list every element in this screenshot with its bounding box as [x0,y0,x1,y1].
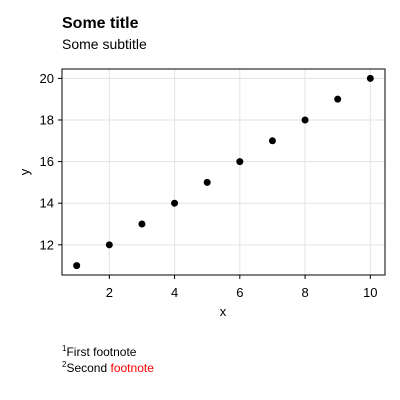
x-tick-label: 4 [171,285,178,300]
x-tick-label: 2 [106,285,113,300]
footnote-marker: 2 [62,360,67,369]
data-points [73,74,374,270]
grid [62,69,385,275]
x-tick-label: 6 [236,285,243,300]
footnote-1: 1First footnote [62,344,154,360]
x-axis-label: x [220,304,227,319]
footnotes: 1First footnote 2Second footnote [62,344,154,376]
data-point [73,262,81,270]
data-point [268,137,276,145]
footnote-text: Second [66,361,111,375]
data-point [301,116,309,124]
y-tick-label: 12 [40,237,54,252]
y-tick-label: 16 [40,154,54,169]
chart-subtitle: Some subtitle [62,36,147,52]
plot-frame [61,68,386,276]
data-point [105,241,113,249]
x-tick-label: 10 [363,285,377,300]
data-point [203,178,211,186]
footnote-text-highlight: footnote [110,361,154,375]
data-point [366,74,374,82]
footnote-marker: 1 [62,344,67,353]
data-point [138,220,146,228]
x-axis: 2 4 6 8 10 [106,275,378,300]
data-point [171,199,179,207]
y-tick-label: 14 [40,196,54,211]
x-tick-label: 8 [301,285,308,300]
data-point [236,158,244,166]
chart-title: Some title [62,15,139,32]
y-tick-label: 20 [40,71,54,86]
data-point [334,95,342,103]
footnote-text: First footnote [66,345,137,359]
footnote-2: 2Second footnote [62,360,154,376]
y-axis-label: y [17,168,32,175]
y-tick-label: 18 [40,112,54,127]
y-axis: 12 14 16 18 20 [40,71,62,252]
